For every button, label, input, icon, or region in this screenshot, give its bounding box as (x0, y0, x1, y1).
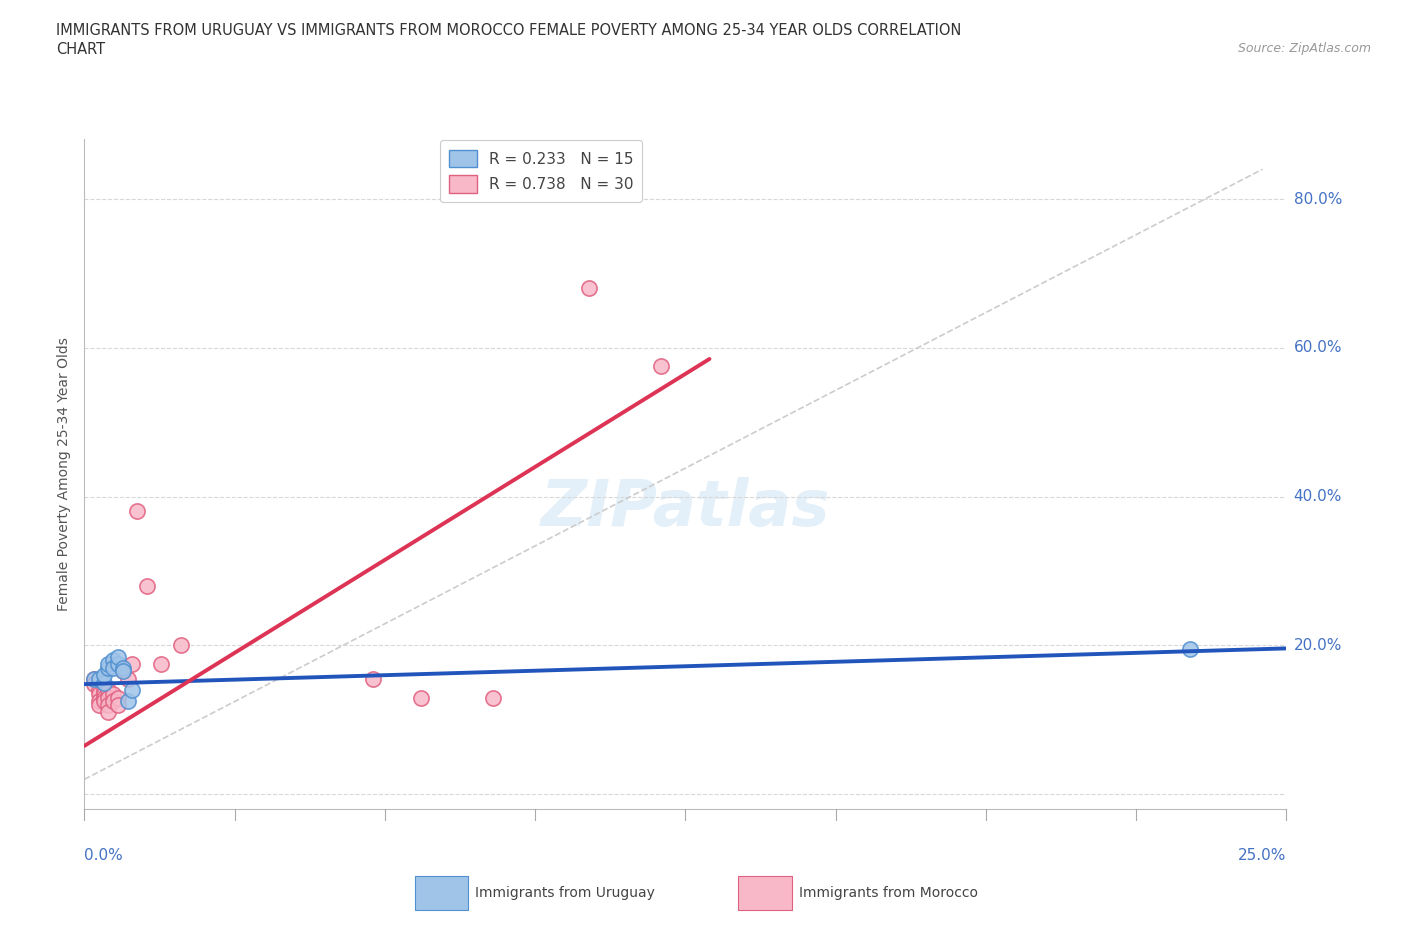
Point (97, 683, 120, 698)
Text: 40.0%: 40.0% (1294, 489, 1341, 504)
Point (111, 664, 134, 679)
Point (117, 671, 139, 686)
Point (111, 660, 134, 675)
Text: IMMIGRANTS FROM URUGUAY VS IMMIGRANTS FROM MOROCCO FEMALE POVERTY AMONG 25-34 YE: IMMIGRANTS FROM URUGUAY VS IMMIGRANTS FR… (56, 23, 962, 38)
Point (97, 660, 120, 675)
Point (93, 690, 115, 705)
Point (127, 504, 149, 519)
Point (135, 578, 157, 593)
Point (409, 690, 432, 705)
Text: 25.0%: 25.0% (1239, 848, 1286, 863)
Point (107, 698, 129, 712)
Point (93, 675, 115, 690)
Point (83, 671, 105, 686)
Point (482, 690, 505, 705)
Point (578, 281, 600, 296)
Point (103, 653, 125, 668)
Point (83, 677, 105, 692)
Point (107, 657, 129, 671)
Text: Immigrants from Morocco: Immigrants from Morocco (799, 885, 977, 900)
Point (87, 683, 110, 698)
Legend: R = 0.233   N = 15, R = 0.738   N = 30: R = 0.233 N = 15, R = 0.738 N = 30 (440, 140, 643, 202)
Point (111, 664, 134, 679)
Text: Immigrants from Uruguay: Immigrants from Uruguay (475, 885, 655, 900)
Point (93, 683, 115, 698)
Point (97, 690, 120, 705)
Point (97, 705, 120, 720)
Point (107, 690, 129, 705)
Y-axis label: Female Poverty Among 25-34 Year Olds: Female Poverty Among 25-34 Year Olds (58, 338, 72, 611)
Point (83, 671, 105, 686)
Point (93, 668, 115, 683)
Point (93, 694, 115, 709)
Point (87, 694, 110, 709)
Point (650, 359, 672, 374)
Text: CHART: CHART (56, 42, 105, 57)
Point (97, 698, 120, 712)
Point (361, 671, 384, 686)
Point (87, 698, 110, 712)
Point (93, 686, 115, 701)
Point (103, 694, 125, 709)
Text: 80.0%: 80.0% (1294, 192, 1341, 206)
Point (97, 657, 120, 671)
Point (121, 657, 143, 671)
Point (1180, 642, 1202, 657)
Point (87, 671, 110, 686)
Point (169, 638, 191, 653)
Point (117, 694, 139, 709)
Text: 60.0%: 60.0% (1294, 340, 1341, 355)
Point (150, 657, 173, 671)
Point (87, 686, 110, 701)
Text: 0.0%: 0.0% (84, 848, 124, 863)
Text: ZIPatlas: ZIPatlas (541, 477, 830, 538)
Point (103, 686, 125, 701)
Point (103, 660, 125, 675)
Point (107, 649, 129, 664)
Text: 20.0%: 20.0% (1294, 638, 1341, 653)
Point (121, 683, 143, 698)
Text: Source: ZipAtlas.com: Source: ZipAtlas.com (1237, 42, 1371, 55)
